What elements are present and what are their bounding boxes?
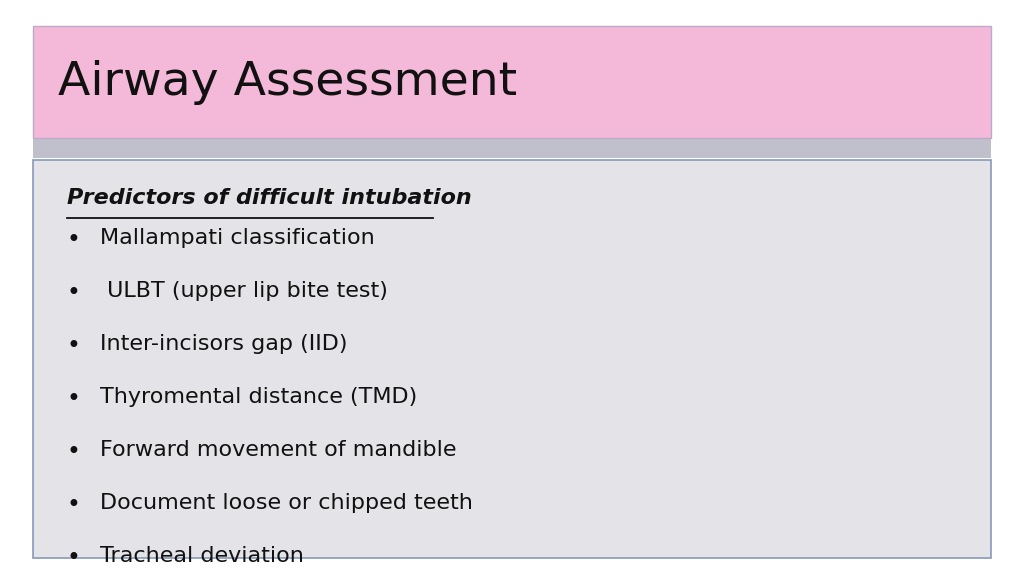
FancyBboxPatch shape	[33, 160, 991, 558]
Text: •: •	[67, 334, 81, 358]
Text: •: •	[67, 281, 81, 305]
FancyBboxPatch shape	[33, 26, 991, 138]
Text: Tracheal deviation: Tracheal deviation	[100, 546, 304, 566]
FancyBboxPatch shape	[33, 137, 991, 158]
Text: Thyromental distance (TMD): Thyromental distance (TMD)	[100, 387, 418, 407]
Text: Inter-incisors gap (IID): Inter-incisors gap (IID)	[100, 334, 348, 354]
Text: Airway Assessment: Airway Assessment	[58, 59, 517, 105]
Text: •: •	[67, 493, 81, 517]
Text: Mallampati classification: Mallampati classification	[100, 228, 375, 248]
Text: Predictors of difficult intubation: Predictors of difficult intubation	[67, 188, 471, 208]
Text: •: •	[67, 546, 81, 570]
Text: •: •	[67, 387, 81, 411]
Text: Document loose or chipped teeth: Document loose or chipped teeth	[100, 493, 473, 513]
Text: ULBT (upper lip bite test): ULBT (upper lip bite test)	[100, 281, 388, 301]
Text: •: •	[67, 440, 81, 464]
Text: Forward movement of mandible: Forward movement of mandible	[100, 440, 457, 460]
Text: •: •	[67, 228, 81, 252]
